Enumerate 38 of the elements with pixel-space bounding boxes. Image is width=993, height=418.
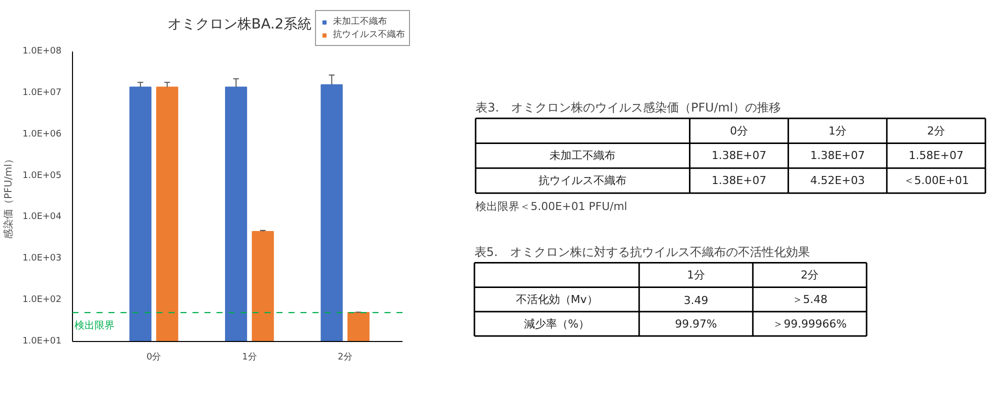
text: ＞99.99966% (772, 317, 847, 330)
category-label: 不活化効（Mv） (516, 292, 598, 306)
chart-title: オミクロン株BA.2系統 (167, 16, 312, 33)
category-label: 抗ウイルス不織布 (538, 174, 627, 188)
text: 1.58E+07 (908, 149, 964, 162)
x-tick-label: 1分 (242, 352, 257, 362)
x-tick-label: 2分 (338, 352, 352, 362)
legend-label: 未加工不織布 (333, 16, 387, 28)
category-label: 減少率（%） (524, 317, 590, 330)
category-label: 1分 (686, 268, 705, 282)
y-tick-label: 1.0E+02 (22, 295, 62, 306)
text: 表3. オミクロン株のウイルス感染価（PFU/ml）の推移 (476, 100, 782, 115)
y-tick-label: 1.0E+03 (22, 254, 62, 264)
category-label: 2分 (927, 124, 946, 138)
y-tick-label: 1.0E+07 (22, 88, 62, 98)
x-tick-label: 0分 (146, 352, 162, 362)
text: ＞5.48 (792, 292, 828, 306)
y-tick-label: 1.0E+06 (22, 129, 62, 140)
y-tick-label: 1.0E+05 (22, 170, 62, 181)
y-axis-title: 感染価（PFU/ml） (2, 154, 15, 239)
text: ＜5.00E+01 (903, 174, 969, 188)
category-label: 2分 (800, 268, 819, 282)
text: 表5. オミクロン株に対する抗ウイルス不織布の不活性化効果 (474, 245, 810, 260)
text: 検出限界＜5.00E+01 PFU/ml (476, 200, 628, 214)
text: 1.38E+07 (712, 174, 766, 188)
legend-label: 抗ウイルス不織布 (333, 28, 405, 41)
category-label: 未加工不織布 (550, 149, 616, 162)
category-label: 0分 (730, 124, 748, 138)
category-label: 1分 (828, 124, 847, 138)
text: 4.52E+03 (810, 174, 865, 188)
y-tick-label: 1.0E+08 (22, 46, 62, 56)
text: 3.49 (684, 294, 708, 307)
y-tick-label: 1.0E+01 (22, 336, 62, 346)
text: 99.97% (675, 317, 717, 330)
y-tick-label: 1.0E+04 (22, 212, 62, 222)
text: 1.38E+07 (712, 149, 766, 162)
ref-line-label: 検出限界 (74, 320, 114, 332)
text: 1.38E+07 (810, 149, 865, 162)
